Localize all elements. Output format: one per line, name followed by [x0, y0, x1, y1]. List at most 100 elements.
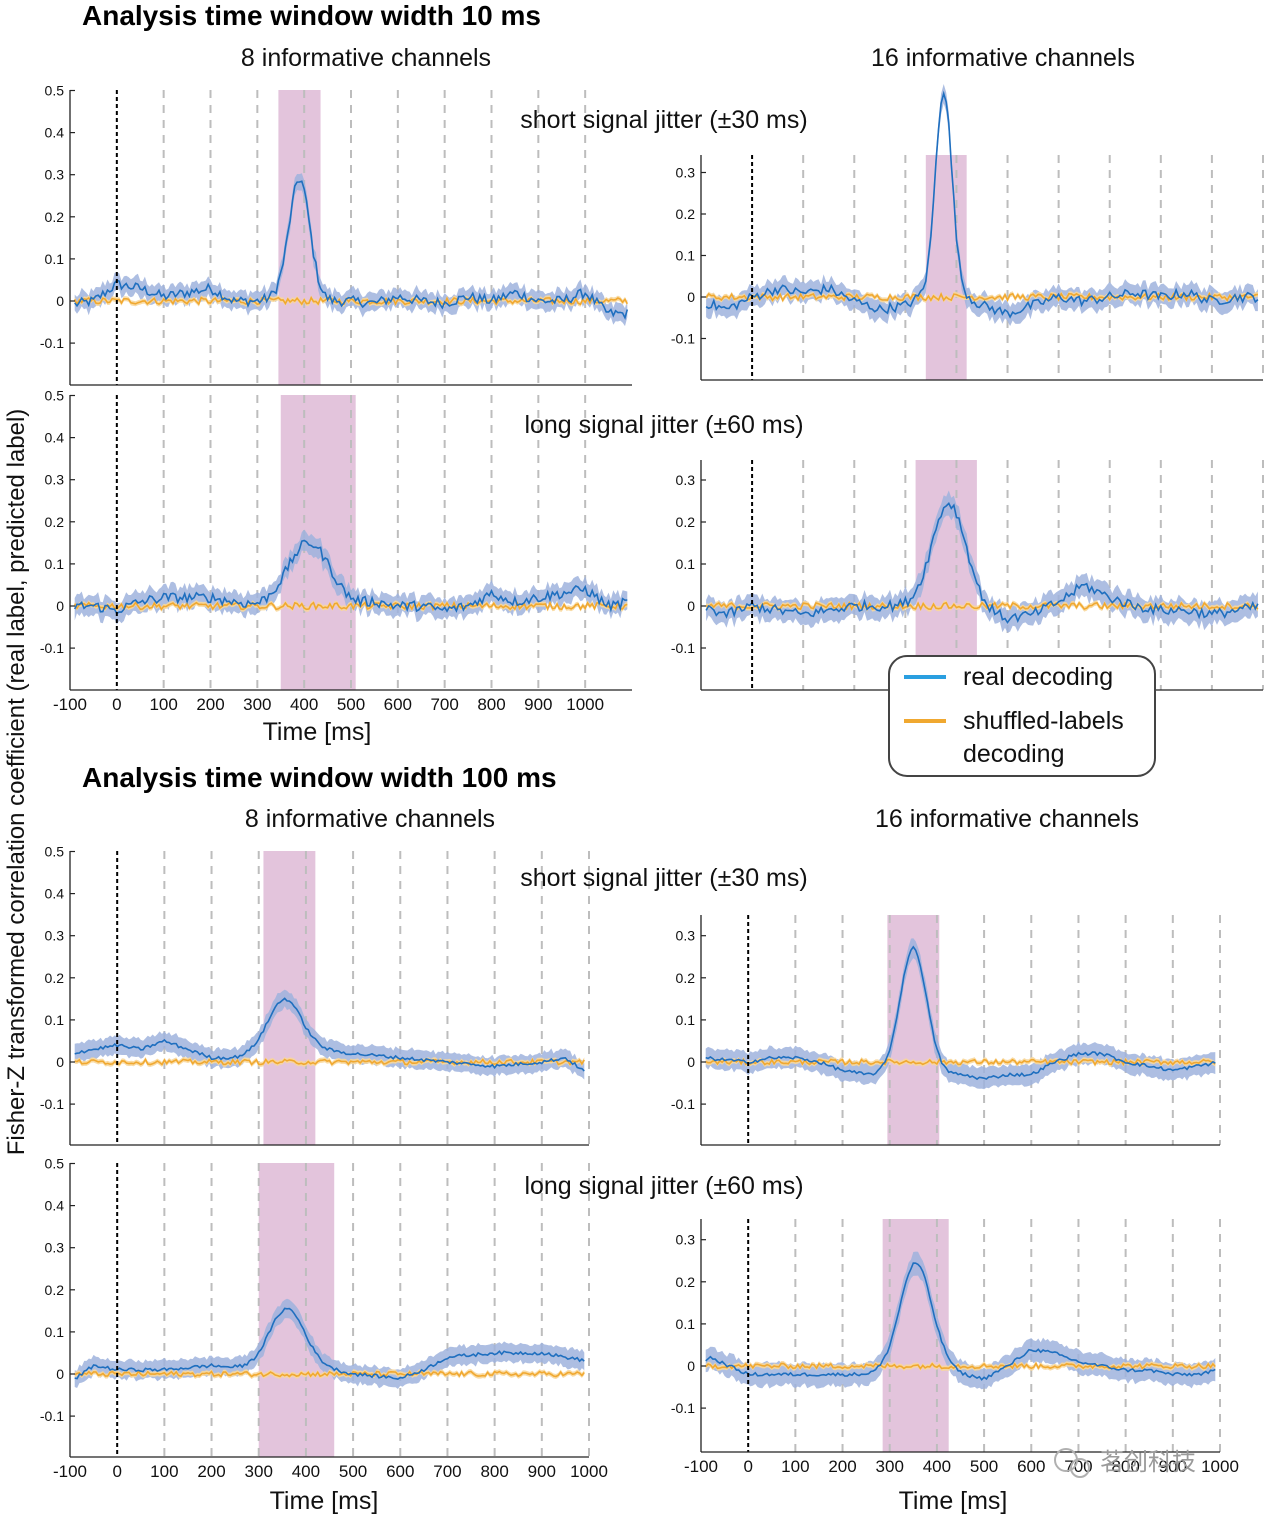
real-decoding-ci-band — [74, 989, 585, 1080]
panel-1: -0.1 0 0.1 0.2 0.3 0.4 0.5 — [40, 83, 632, 386]
y-tick-label: 0.4 — [45, 886, 65, 902]
y-tick-label: 0.3 — [45, 472, 65, 488]
shuffled-decoding-line — [74, 1370, 585, 1378]
y-tick-label: 0.2 — [676, 206, 696, 222]
x-tick-label: 1000 — [566, 695, 604, 714]
y-tick-label: 0.1 — [45, 1012, 65, 1028]
real-decoding-line — [705, 502, 1259, 624]
x-tick-label: 200 — [197, 1462, 225, 1481]
real-decoding-line — [74, 180, 629, 321]
y-tick-label: 0 — [56, 1054, 64, 1070]
watermark: 茗创科技 — [1054, 1448, 1196, 1478]
x-tick-label: 200 — [828, 1457, 856, 1476]
x-tick-label: 800 — [1111, 1457, 1139, 1476]
y-tick-label: 0.1 — [676, 248, 696, 264]
y-tick-label: 0 — [687, 289, 695, 305]
shuffled-decoding-ci-band — [74, 1369, 585, 1379]
shuffled-decoding-ci-band — [705, 1361, 1216, 1372]
y-tick-label: -0.1 — [671, 1096, 695, 1112]
y-tick-label: 0 — [56, 293, 64, 309]
panel-8: -0.100.10.20.3-100 0 100 200 300 400 500 600 700… — [671, 1219, 1239, 1476]
y-tick-label: 0.5 — [45, 83, 65, 99]
x-tick-label: 500 — [339, 1462, 367, 1481]
real-decoding-line — [74, 997, 585, 1072]
watermark-logo-icon-2 — [1070, 1458, 1090, 1478]
y-tick-label: 0.2 — [45, 209, 65, 225]
highlight-window — [278, 90, 321, 385]
jitter-title-short-bottom: short signal jitter (±30 ms) — [520, 864, 807, 892]
y-tick-label: 0.1 — [45, 251, 65, 267]
real-decoding-ci-band — [74, 173, 628, 327]
x-tick-label: 800 — [477, 695, 505, 714]
panel-5: -0.1 0 0.1 0.2 0.3 0.4 0.5 — [40, 844, 590, 1146]
y-tick-label: 0.3 — [676, 165, 696, 181]
y-tick-label: -0.1 — [40, 1408, 64, 1424]
column-title-8ch-top: 8 informative channels — [241, 44, 491, 72]
column-title-16ch-top: 16 informative channels — [871, 44, 1135, 72]
x-tick-label: -100 — [53, 695, 87, 714]
panel-2: -0.1 0 0.1 0.2 0.3 — [671, 84, 1264, 381]
y-tick-label: 0.3 — [676, 928, 696, 944]
x-tick-label: 800 — [480, 1462, 508, 1481]
y-tick-label: 0.5 — [45, 844, 65, 860]
panels-layer: -0.1 0 0.1 0.2 0.3 0.4 0.5 -0.1 0 0.1 0.2 0.3 -0.1 0 0… — [40, 83, 1264, 1482]
x-tick-label: 900 — [528, 1462, 556, 1481]
y-tick-label: 0.3 — [45, 167, 65, 183]
y-tick-label: 0.3 — [676, 472, 696, 488]
x-tick-label: 600 — [386, 1462, 414, 1481]
x-tick-label: 0 — [112, 695, 121, 714]
real-decoding-ci-band — [706, 490, 1258, 633]
section-title-10ms: Analysis time window width 10 ms — [82, 0, 541, 31]
y-tick-label: 0.1 — [676, 1012, 696, 1028]
x-axis-label-bottom-right: Time [ms] — [899, 1487, 1008, 1515]
x-tick-label: 400 — [290, 695, 318, 714]
y-tick-label: -0.1 — [671, 640, 695, 656]
shuffled-decoding-line — [73, 600, 628, 612]
x-tick-label: 600 — [384, 695, 412, 714]
jitter-title-long-top: long signal jitter (±60 ms) — [524, 411, 803, 439]
real-decoding-line — [705, 1262, 1216, 1381]
x-tick-label: 1000 — [1201, 1457, 1239, 1476]
y-tick-label: -0.1 — [40, 1096, 64, 1112]
x-tick-label: 900 — [1159, 1457, 1187, 1476]
legend: real decoding shuffled-labels decoding — [888, 655, 1156, 777]
x-tick-label: 100 — [150, 1462, 178, 1481]
panel-3: -0.1 0 0.1 0.2 0.3 0.4 0.5 -100 0 100 200 300 400 500… — [40, 388, 632, 714]
x-tick-label: 300 — [245, 1462, 273, 1481]
y-tick-label: 0.2 — [45, 970, 65, 986]
x-tick-label: 300 — [243, 695, 271, 714]
y-tick-label: -0.1 — [40, 335, 64, 351]
column-title-8ch-bottom: 8 informative channels — [245, 805, 495, 833]
panel-4: -0.1 0 0.1 0.2 0.3 — [671, 460, 1264, 691]
section-title-100ms: Analysis time window width 100 ms — [82, 762, 557, 793]
x-tick-label: 600 — [1017, 1457, 1045, 1476]
y-tick-label: 0.2 — [45, 1282, 65, 1298]
x-tick-label: 900 — [524, 695, 552, 714]
real-decoding-line — [705, 945, 1216, 1081]
y-tick-label: 0.1 — [45, 556, 65, 572]
y-tick-label: 0.2 — [45, 514, 65, 530]
y-tick-label: 0.3 — [45, 928, 65, 944]
y-tick-label: 0.4 — [45, 125, 65, 141]
shuffled-decoding-line — [74, 1057, 585, 1066]
column-title-16ch-bottom: 16 informative channels — [875, 805, 1139, 833]
panel-7: -0.1 0 0.1 0.2 0.3 0.4 0.5 -100 0 100 200 300 400 500… — [40, 1156, 608, 1482]
x-tick-label: 0 — [112, 1462, 121, 1481]
y-tick-label: 0.4 — [45, 430, 65, 446]
y-tick-label: 0.1 — [676, 556, 696, 572]
y-tick-label: 0.3 — [45, 1240, 65, 1256]
y-tick-label: 0.3 — [676, 1232, 696, 1248]
real-decoding-ci-band — [705, 938, 1216, 1090]
y-tick-label: -0.1 — [671, 1400, 695, 1416]
y-tick-label: -0.1 — [40, 640, 64, 656]
x-tick-label: 400 — [923, 1457, 951, 1476]
x-tick-label: 100 — [781, 1457, 809, 1476]
x-tick-label: 400 — [292, 1462, 320, 1481]
y-tick-label: -0.1 — [671, 331, 695, 347]
y-tick-label: 0.2 — [676, 1274, 696, 1290]
shuffled-decoding-line — [705, 600, 1259, 612]
y-tick-label: 0.1 — [676, 1316, 696, 1332]
x-tick-label: 700 — [433, 1462, 461, 1481]
x-tick-label: 100 — [149, 695, 177, 714]
